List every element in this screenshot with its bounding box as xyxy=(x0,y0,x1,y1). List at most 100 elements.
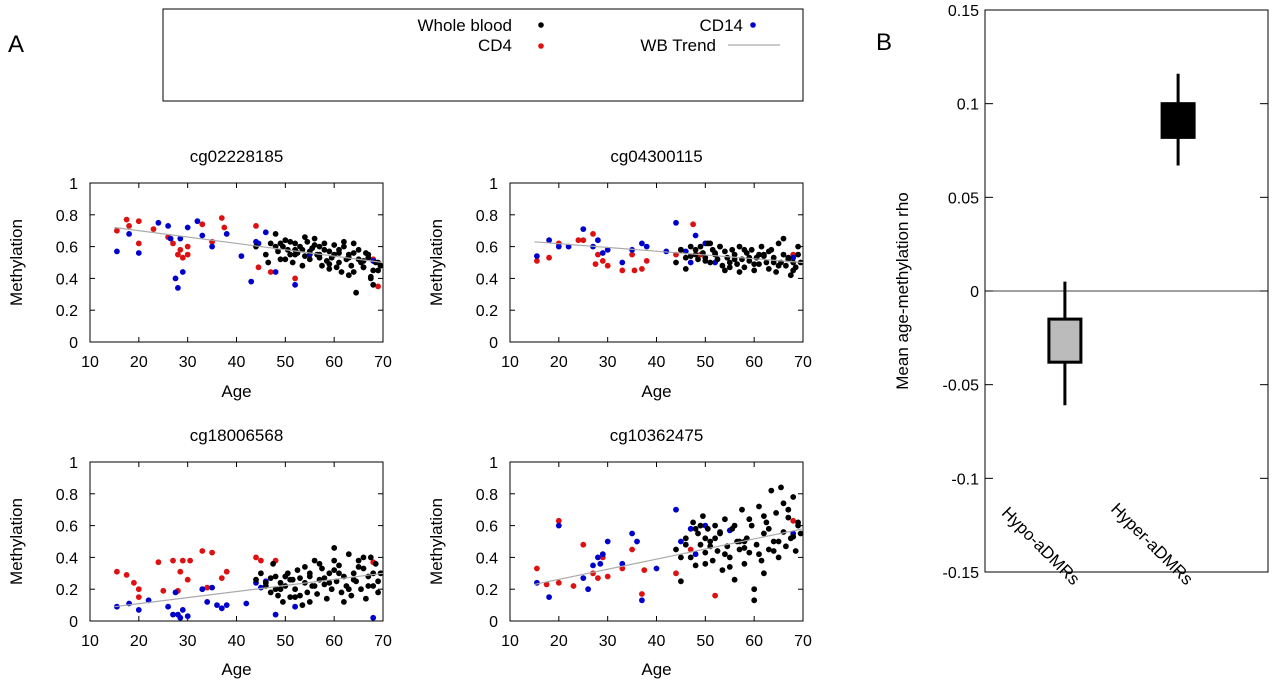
data-point-cd4 xyxy=(135,586,142,593)
data-point-whole-blood xyxy=(316,560,323,567)
data-point-whole-blood xyxy=(790,494,797,500)
data-point-cd4 xyxy=(673,570,679,577)
data-point-whole-blood xyxy=(311,242,318,248)
data-point-cd4 xyxy=(135,218,142,225)
data-point-whole-blood xyxy=(697,522,704,529)
x-tick-label: 10 xyxy=(81,354,99,371)
x-tick-label: 60 xyxy=(325,633,343,650)
data-point-cd14 xyxy=(258,584,264,591)
wb-trend-line xyxy=(534,241,804,264)
data-point-cd4 xyxy=(555,517,562,524)
data-point-whole-blood xyxy=(363,595,369,602)
scatter-panel-cg04300115: cg04300115 10 20 30 40 50 60 70 0 0.2 0.4 0.6 0.8 1 Ag… xyxy=(427,147,812,401)
data-point-whole-blood xyxy=(348,592,355,599)
data-point-whole-blood xyxy=(792,548,799,554)
data-point-cd14 xyxy=(243,600,250,607)
data-point-whole-blood xyxy=(336,246,342,253)
data-point-cd4 xyxy=(114,227,120,234)
data-point-cd4 xyxy=(131,579,137,586)
data-point-whole-blood xyxy=(797,530,804,537)
data-point-cd4 xyxy=(179,254,186,261)
data-point-cd4 xyxy=(595,251,601,258)
y-axis-label: Methylation xyxy=(7,219,26,306)
data-point-whole-blood xyxy=(299,602,306,608)
legend-marker-whole-blood xyxy=(538,22,544,28)
y-tick-label: 0.05 xyxy=(948,190,979,207)
data-point-whole-blood xyxy=(287,238,294,245)
data-point-whole-blood xyxy=(729,246,736,253)
y-tick-label: -0.15 xyxy=(943,565,980,582)
data-point-whole-blood xyxy=(795,243,801,250)
data-point-whole-blood xyxy=(726,259,733,266)
data-point-cd4 xyxy=(218,575,225,581)
x-tick-label: 60 xyxy=(745,354,763,371)
data-point-whole-blood xyxy=(253,576,259,583)
data-point-cd4 xyxy=(580,541,587,548)
data-point-cd4 xyxy=(687,546,694,553)
data-point-whole-blood xyxy=(345,586,352,593)
data-point-whole-blood xyxy=(787,272,794,279)
data-point-cd14 xyxy=(218,605,225,612)
data-point-cd4 xyxy=(177,246,184,253)
data-point-cd14 xyxy=(114,248,120,255)
data-point-whole-blood xyxy=(336,562,342,569)
data-point-whole-blood xyxy=(768,487,775,494)
x-axis-label: Age xyxy=(641,382,671,401)
data-point-whole-blood xyxy=(326,248,333,255)
scatter-panel-cg10362475: cg10362475 10 20 30 40 50 60 70 0 0.2 0.4 0.6 0.8 1 Ag… xyxy=(427,426,812,679)
data-point-whole-blood xyxy=(292,251,298,258)
data-point-whole-blood xyxy=(277,256,284,263)
data-point-whole-blood xyxy=(338,589,345,596)
data-point-whole-blood xyxy=(370,267,377,274)
data-point-whole-blood xyxy=(282,256,289,263)
data-point-cd14 xyxy=(580,575,587,581)
x-tick-label: 20 xyxy=(550,354,568,371)
data-point-whole-blood xyxy=(326,261,333,267)
data-point-whole-blood xyxy=(682,535,689,542)
legend-label-cd4: CD4 xyxy=(478,36,512,55)
data-point-whole-blood xyxy=(785,506,792,513)
data-point-cd4 xyxy=(179,557,186,564)
data-point-whole-blood xyxy=(678,554,684,561)
data-point-whole-blood xyxy=(365,583,372,589)
data-point-whole-blood xyxy=(321,575,328,581)
data-point-cd14 xyxy=(262,229,269,236)
data-point-whole-blood xyxy=(326,579,333,586)
data-point-whole-blood xyxy=(280,599,286,605)
data-point-whole-blood xyxy=(780,500,787,507)
data-point-cd4 xyxy=(204,584,211,591)
data-point-cd14 xyxy=(199,586,206,593)
data-point-whole-blood xyxy=(304,238,311,245)
data-point-whole-blood xyxy=(360,554,367,561)
data-point-cd14 xyxy=(126,231,132,237)
y-tick-label: 0.4 xyxy=(56,550,78,567)
data-point-whole-blood xyxy=(697,541,704,548)
data-point-whole-blood xyxy=(780,235,787,242)
data-point-whole-blood xyxy=(770,254,777,261)
data-point-cd4 xyxy=(546,254,552,261)
data-point-cd14 xyxy=(167,235,174,242)
y-tick-label: 0.1 xyxy=(957,97,979,114)
x-tick-label: 20 xyxy=(130,633,148,650)
legend: Whole blood CD14 CD4 WB Trend xyxy=(162,8,804,102)
data-point-whole-blood xyxy=(350,570,357,577)
data-point-cd4 xyxy=(258,557,264,564)
data-point-whole-blood xyxy=(331,545,338,551)
data-point-whole-blood xyxy=(338,269,345,275)
data-point-whole-blood xyxy=(712,522,718,529)
data-point-whole-blood xyxy=(311,235,318,242)
data-point-cd14 xyxy=(639,240,645,247)
data-point-whole-blood xyxy=(763,519,770,526)
data-point-whole-blood xyxy=(289,259,296,266)
data-point-cd4 xyxy=(253,223,259,229)
data-point-whole-blood xyxy=(253,243,259,250)
data-point-cd4 xyxy=(631,267,638,274)
x-tick-label: 40 xyxy=(648,633,666,650)
data-point-whole-blood xyxy=(748,522,755,529)
x-tick-label: 40 xyxy=(228,633,246,650)
data-point-cd4 xyxy=(629,546,635,553)
box-body xyxy=(1160,102,1196,139)
data-point-whole-blood xyxy=(282,573,289,580)
data-point-whole-blood xyxy=(341,243,347,250)
data-point-whole-blood xyxy=(302,564,308,570)
